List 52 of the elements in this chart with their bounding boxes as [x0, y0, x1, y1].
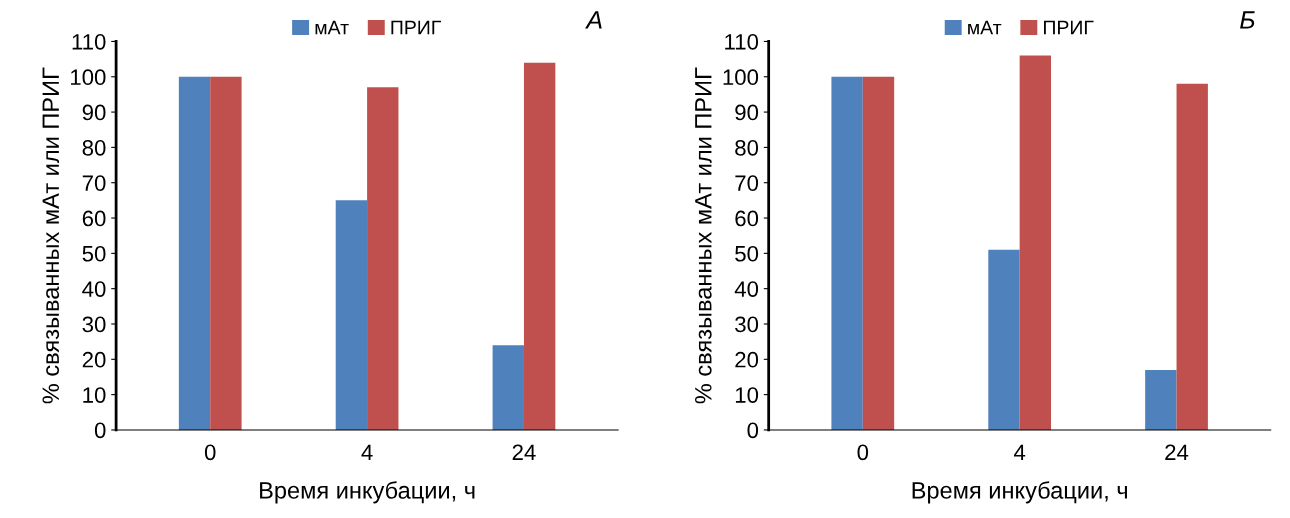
y-axis-title: % связыванных мАт или ПРИГ — [42, 67, 60, 404]
legend-label: ПРИГ — [391, 20, 441, 35]
legend-label: мАт — [968, 20, 1002, 35]
x-tick-label: 4 — [1013, 444, 1026, 460]
y-tick-label: 100 — [723, 69, 759, 86]
x-tick-label: 0 — [204, 444, 216, 461]
bar — [1176, 83, 1208, 430]
y-tick-label: 80 — [82, 139, 106, 156]
y-tick-label: 80 — [735, 139, 759, 156]
x-tick-label: 4 — [361, 444, 373, 460]
y-tick-label: 10 — [735, 387, 759, 403]
text: А — [585, 11, 602, 29]
bar — [178, 76, 211, 430]
y-tick-label: 40 — [82, 281, 106, 297]
y-tick-label: 10 — [83, 387, 106, 403]
y-tick-label: 30 — [82, 316, 106, 333]
legend-label: мАт — [315, 20, 349, 35]
x-tick-label: 0 — [857, 444, 869, 461]
y-tick-label: 20 — [735, 351, 759, 368]
y-tick-label: 110 — [72, 33, 106, 50]
y-tick-label: 90 — [735, 104, 759, 121]
bar — [988, 249, 1020, 430]
bar — [335, 200, 368, 430]
y-tick-label: 40 — [734, 281, 759, 297]
y-tick-label: 70 — [82, 175, 106, 191]
y-tick-label: 0 — [747, 422, 759, 439]
y-axis-title: % связыванных мАт или ПРИГ — [695, 67, 712, 404]
text: Б — [1240, 11, 1255, 29]
bar — [831, 76, 863, 430]
y-tick-label: 110 — [725, 33, 759, 50]
y-tick-label: 0 — [94, 422, 106, 439]
y-tick-label: 50 — [735, 245, 759, 262]
x-tick-label: 24 — [1165, 444, 1189, 460]
legend-label: ПРИГ — [1044, 20, 1094, 35]
x-tick-label: 24 — [512, 444, 536, 460]
bar — [523, 62, 556, 430]
y-tick-label: 90 — [82, 104, 106, 121]
y-tick-label: 60 — [82, 210, 106, 227]
y-tick-label: 60 — [735, 210, 759, 227]
y-tick-label: 30 — [735, 316, 759, 333]
y-tick-label: 70 — [735, 175, 759, 191]
y-tick-label: 20 — [82, 351, 106, 368]
bar — [492, 345, 524, 430]
x-axis-title: Время инкубации, ч — [260, 481, 475, 504]
bar — [862, 76, 895, 430]
y-tick-label: 50 — [82, 245, 106, 262]
y-tick-label: 100 — [71, 69, 106, 86]
bar — [1145, 369, 1177, 430]
x-axis-title: Время инкубации, ч — [912, 481, 1127, 504]
bar — [367, 87, 399, 430]
bar — [210, 76, 242, 430]
bar — [1019, 55, 1052, 430]
